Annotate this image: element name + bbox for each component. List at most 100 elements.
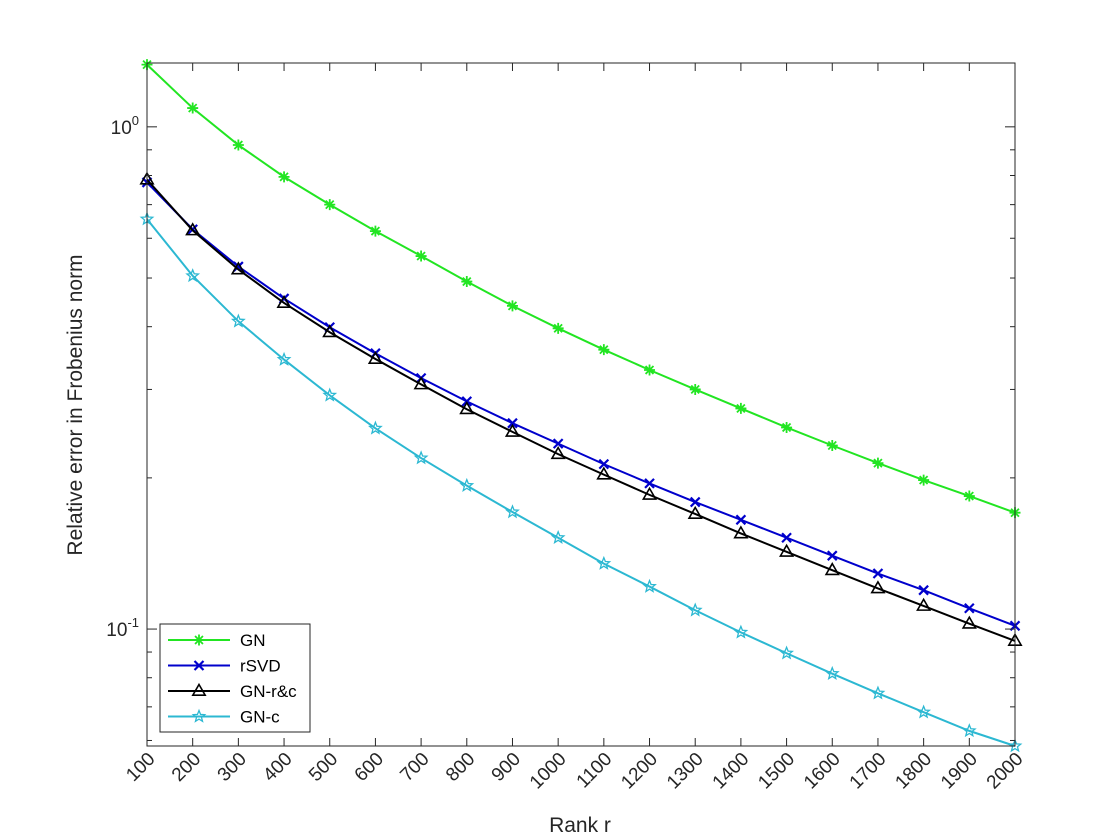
series-2-point-10: [596, 466, 612, 480]
series-line-0: [146, 63, 1016, 514]
series-3-point-5: [368, 420, 383, 435]
series-0-point-15: [826, 440, 838, 452]
series-2-point-8: [504, 423, 521, 437]
legend-label-3: GN-c: [240, 708, 280, 727]
series-2-point-6: [413, 376, 429, 390]
series-2: [139, 171, 1023, 646]
series-2-point-1: [185, 222, 201, 236]
series-2-point-9: [550, 446, 566, 460]
series-0-point-17: [918, 474, 930, 486]
y-axis-title: Relative error in Frobenius norm: [64, 254, 87, 555]
series-3-point-9: [550, 529, 566, 545]
series-0-point-9: [552, 322, 564, 334]
series-line-2: [146, 178, 1016, 642]
series-1: [141, 177, 1021, 632]
series-1-point-14: [781, 532, 792, 544]
series-3-point-19: [1007, 738, 1023, 753]
series-2-point-4: [322, 324, 338, 338]
legend-label-0: GN: [240, 631, 266, 650]
series-layer: [139, 59, 1023, 753]
series-3-point-18: [961, 723, 977, 738]
series-0-point-1: [187, 102, 199, 114]
series-2-point-2: [230, 261, 246, 275]
legend: GN rSVD GN-r&c GN-c: [159, 623, 311, 733]
y-tick-exponent: 0: [132, 113, 139, 128]
series-3-point-1: [185, 268, 201, 283]
series-1-point-18: [964, 602, 975, 614]
axes-box: [146, 62, 1016, 747]
series-2-point-11: [641, 486, 658, 500]
series-3-point-2: [230, 313, 246, 328]
legend-label-2: GN-r&c: [240, 682, 297, 701]
series-0-point-4: [324, 199, 336, 211]
series-1-point-10: [598, 458, 610, 470]
series-0-point-3: [278, 171, 290, 183]
series-1-point-15: [826, 550, 838, 561]
series-0-point-8: [506, 300, 518, 312]
legend-marker-0: [193, 634, 205, 646]
series-3-point-7: [459, 477, 475, 492]
series-3-point-12: [687, 602, 703, 617]
series-0-point-16: [872, 457, 884, 469]
series-1-point-8: [507, 417, 518, 429]
legend-entry-1: rSVD: [168, 657, 281, 676]
series-1-point-17: [918, 584, 929, 596]
series-0-point-12: [689, 383, 701, 395]
legend-marker-2: [191, 682, 207, 697]
series-3-point-6: [413, 450, 429, 465]
series-2-point-5: [367, 350, 383, 364]
series-0-point-11: [644, 364, 656, 376]
series-2-point-12: [687, 505, 703, 519]
legend-marker-3: [191, 708, 207, 723]
series-3-point-16: [870, 685, 886, 700]
y-tick-label-1: 10-1: [106, 615, 139, 641]
series-2-point-7: [459, 401, 475, 415]
axes-layer: [146, 62, 1016, 747]
series-3-point-8: [505, 504, 520, 519]
legend-entry-3: GN-c: [168, 708, 280, 727]
series-0-point-6: [415, 250, 427, 262]
series-line-1: [146, 181, 1016, 627]
series-3: [139, 211, 1023, 753]
series-0-point-10: [598, 344, 610, 356]
series-3-point-10: [596, 555, 612, 570]
series-2-point-15: [824, 562, 840, 576]
series-0-point-14: [781, 421, 793, 433]
legend-box: [159, 623, 311, 733]
legend-entry-0: GN: [168, 631, 266, 650]
series-3-point-17: [916, 704, 932, 719]
series-0-point-7: [461, 276, 473, 288]
series-2-point-13: [733, 525, 749, 539]
legend-entry-2: GN-r&c: [168, 682, 297, 701]
series-3-point-4: [322, 387, 338, 402]
series-1-point-13: [735, 514, 747, 526]
series-2-point-17: [916, 597, 932, 611]
series-0-point-13: [735, 402, 747, 414]
y-tick-mantissa: 10: [106, 620, 127, 641]
legend-label-1: rSVD: [240, 657, 281, 676]
series-3-point-14: [779, 645, 794, 660]
series-3-point-15: [824, 665, 840, 680]
series-line-3: [146, 218, 1016, 747]
series-1-point-16: [872, 568, 884, 579]
series-1-point-11: [644, 478, 655, 489]
series-2-point-16: [870, 580, 886, 594]
series-1-point-12: [689, 496, 701, 508]
series-1-point-9: [552, 438, 564, 449]
y-tick-exponent: -1: [127, 615, 139, 630]
series-3-point-13: [733, 624, 749, 639]
series-0-point-18: [963, 490, 975, 502]
series-3-point-11: [642, 578, 657, 593]
y-tick-mantissa: 10: [111, 118, 132, 139]
series-2-point-3: [276, 294, 292, 308]
series-2-point-14: [779, 543, 795, 557]
series-2-point-18: [961, 615, 977, 629]
series-0: [141, 59, 1021, 519]
legend-marker-1: [193, 660, 205, 671]
y-tick-label-0: 100: [111, 113, 139, 139]
series-0-point-5: [369, 225, 381, 237]
series-3-point-3: [276, 351, 292, 366]
x-axis-title: Rank r: [549, 814, 611, 837]
series-0-point-2: [232, 139, 244, 151]
